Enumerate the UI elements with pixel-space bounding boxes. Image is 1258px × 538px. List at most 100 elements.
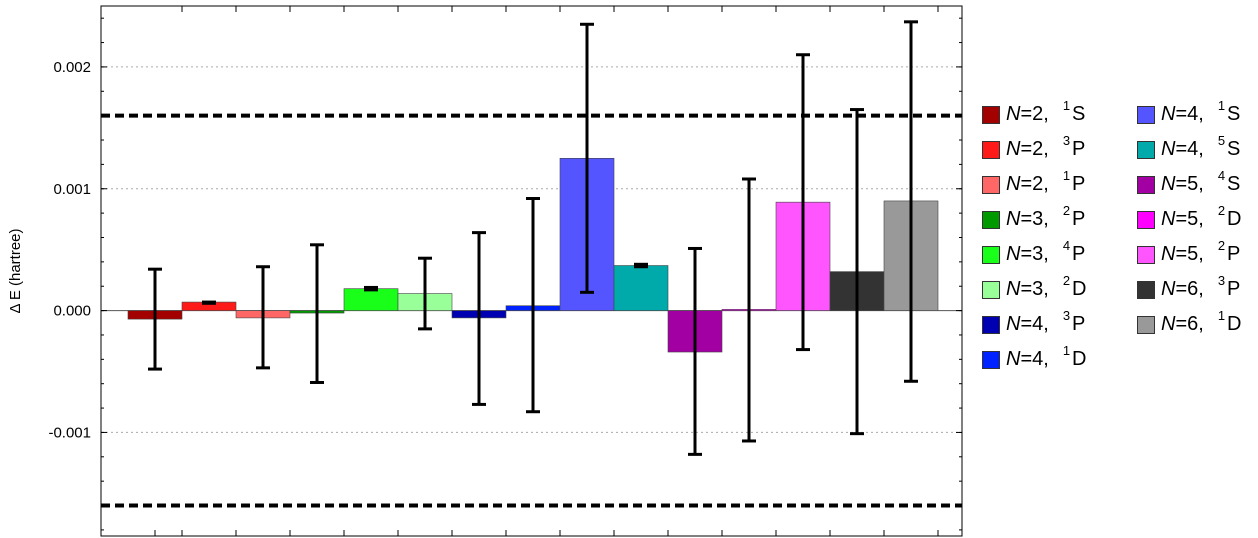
legend-n-value: =5, [1175,243,1204,265]
legend-item: N =2, 1 S [982,98,1086,125]
legend-n-value: =5, [1175,173,1204,195]
legend-swatch [1137,316,1155,334]
legend-swatch [982,176,1000,194]
y-tick-label: -0.001 [48,424,91,441]
legend-swatch [1137,106,1155,124]
legend-term-symbol: S [1227,103,1241,125]
bar [613,265,669,311]
legend-multiplicity: 5 [1217,133,1226,148]
legend-multiplicity: 2 [1217,238,1226,253]
legend-swatch [982,211,1000,229]
legend-n-symbol: N [1006,103,1021,125]
reference-lines [101,113,962,508]
legend-multiplicity: 1 [1062,343,1071,358]
legend-term-symbol: P [1227,278,1241,300]
legend-n-symbol: N [1161,208,1176,230]
bar [343,288,399,311]
legend-item: N =5, 2 D [1137,203,1242,230]
legend-n-symbol: N [1006,173,1021,195]
legend-n-value: =6, [1175,278,1204,300]
y-axis-label: Δ E (hartree) [7,228,24,313]
legend-n-symbol: N [1161,103,1176,125]
legend-n-value: =4, [1175,103,1204,125]
legend-item: N =3, 2 P [982,203,1086,230]
legend-term-symbol: S [1227,173,1241,195]
legend-n-value: =4, [1020,313,1049,335]
legend-item: N =4, 3 P [982,308,1086,335]
legend-item: N =6, 1 D [1137,308,1242,335]
legend-term-symbol: S [1227,138,1241,160]
legend-term-symbol: P [1072,173,1086,195]
legend-n-symbol: N [1006,208,1021,230]
legend-term-symbol: P [1072,208,1086,230]
legend-n-symbol: N [1006,278,1021,300]
legend-multiplicity: 2 [1217,203,1226,218]
legend-multiplicity: 1 [1062,168,1071,183]
legend-n-value: =3, [1020,208,1049,230]
legend-term-symbol: P [1227,243,1241,265]
y-tick-label: 0.002 [53,59,91,76]
legend-n-symbol: N [1006,138,1021,160]
legend-n-symbol: N [1161,243,1176,265]
legend-n-symbol: N [1161,173,1176,195]
legend-n-value: =5, [1175,208,1204,230]
legend-swatch [1137,176,1155,194]
legend-item: N =2, 1 P [982,168,1086,195]
legend-n-value: =3, [1020,243,1049,265]
legend-swatch [982,316,1000,334]
legend-n-value: =2, [1020,103,1049,125]
legend-item: N =5, 2 P [1137,238,1241,265]
legend-term-symbol: D [1227,208,1242,230]
legend-term-symbol: S [1072,103,1086,125]
legend-item: N =2, 3 P [982,133,1086,160]
legend-item: N =4, 1 S [1137,98,1241,125]
legend-multiplicity: 1 [1217,308,1226,323]
legend-item: N =4, 5 S [1137,133,1241,160]
error-bars [148,20,918,456]
legend-n-symbol: N [1161,138,1176,160]
legend-n-symbol: N [1161,278,1176,300]
legend-multiplicity: 1 [1062,98,1071,113]
legend-multiplicity: 2 [1062,203,1071,218]
legend-item: N =5, 4 S [1137,168,1241,195]
legend-term-symbol: D [1227,313,1242,335]
legend-n-value: =4, [1020,348,1049,370]
legend-term-symbol: P [1072,138,1086,160]
legend: N =2, 1 S N =2, 3 P N =2, 1 P N =3, 2 P N =3, 4 P N =3, 2 D N =4,… [982,98,1258,483]
legend-n-value: =4, [1175,138,1204,160]
legend-item: N =4, 1 D [982,343,1087,370]
legend-n-symbol: N [1006,313,1021,335]
legend-swatch [982,106,1000,124]
legend-n-symbol: N [1006,243,1021,265]
legend-n-value: =6, [1175,313,1204,335]
legend-swatch [982,351,1000,369]
legend-term-symbol: D [1072,278,1087,300]
legend-multiplicity: 3 [1062,133,1071,148]
legend-n-value: =2, [1020,138,1049,160]
legend-item: N =3, 4 P [982,238,1085,265]
y-tick-label: 0.000 [53,303,91,320]
legend-multiplicity: 4 [1217,168,1226,183]
y-tick-label: 0.001 [53,181,91,198]
legend-item: N =3, 2 D [982,273,1087,300]
legend-swatch [982,141,1000,159]
legend-n-symbol: N [1161,313,1176,335]
legend-multiplicity: 1 [1217,98,1226,113]
legend-swatch [1137,281,1155,299]
legend-term-symbol: D [1072,348,1087,370]
legend-term-symbol: P [1072,313,1086,335]
legend-multiplicity: 3 [1062,308,1071,323]
plot-frame [100,5,963,537]
legend-n-value: =2, [1020,173,1049,195]
axis-ticks: 0.002 0.001 0.000 -0.001 [48,6,962,536]
legend-multiplicity: 3 [1217,273,1226,288]
legend-n-symbol: N [1006,348,1021,370]
legend-multiplicity: 4 [1062,238,1071,253]
legend-n-value: =3, [1020,278,1049,300]
legend-swatch [982,246,1000,264]
legend-multiplicity: 2 [1062,273,1071,288]
legend-swatch [1137,141,1155,159]
legend-item: N =6, 3 P [1137,273,1241,300]
legend-swatch [1137,211,1155,229]
